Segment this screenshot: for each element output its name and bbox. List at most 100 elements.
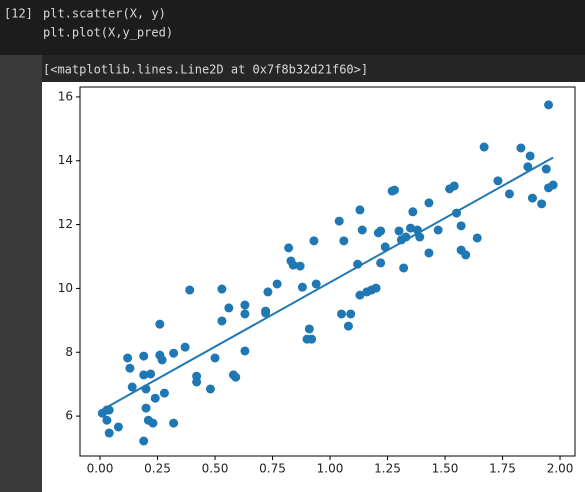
- scatter-point: [346, 309, 356, 319]
- scatter-point: [217, 316, 227, 326]
- x-tick-label: 1.00: [317, 462, 344, 476]
- scatter-point: [127, 382, 137, 392]
- scatter-point: [169, 348, 179, 358]
- scatter-point: [169, 418, 179, 428]
- scatter-point: [541, 164, 551, 174]
- scatter-point: [205, 384, 215, 394]
- scatter-point: [288, 260, 298, 270]
- scatter-point: [415, 232, 425, 242]
- scatter-point: [479, 142, 489, 152]
- scatter-point: [399, 263, 409, 273]
- y-tick-label: 6: [65, 409, 73, 423]
- scatter-point: [146, 369, 156, 379]
- scatter-point: [125, 363, 135, 373]
- scatter-point: [406, 223, 416, 233]
- scatter-point: [527, 193, 537, 203]
- scatter-point: [357, 225, 367, 235]
- scatter-point: [456, 221, 466, 231]
- scatter-point: [376, 226, 386, 236]
- scatter-point: [334, 216, 344, 226]
- scatter-point: [192, 377, 202, 387]
- scatter-point: [113, 422, 123, 432]
- scatter-point: [461, 250, 471, 260]
- scatter-point: [141, 403, 151, 413]
- x-tick-label: 1.75: [489, 462, 516, 476]
- scatter-point: [544, 100, 554, 110]
- scatter-point: [493, 176, 503, 186]
- scatter-point: [272, 279, 282, 289]
- scatter-point: [263, 287, 273, 297]
- scatter-point: [424, 248, 434, 258]
- y-tick-label: 16: [58, 89, 73, 103]
- code-line[interactable]: plt.scatter(X, y): [43, 7, 166, 21]
- x-tick-label: 1.50: [432, 462, 459, 476]
- y-tick-label: 10: [58, 281, 73, 295]
- scatter-point: [155, 319, 165, 329]
- scatter-point: [185, 285, 195, 295]
- x-tick-label: 1.25: [374, 462, 401, 476]
- scatter-point: [123, 353, 133, 363]
- scatter-point: [355, 205, 365, 215]
- scatter-point: [102, 415, 112, 425]
- plot: 0.00 0.25 0.50 0.75 1.00 1.25 1.50 1.75 2.00 6 8 10…: [58, 89, 574, 475]
- output-text: [<matplotlib.lines.Line2D at 0x7f8b32d21…: [43, 63, 368, 77]
- scatter-point: [104, 428, 114, 438]
- scatter-point: [525, 151, 535, 161]
- scatter-point: [159, 388, 169, 398]
- scatter-point: [339, 236, 349, 246]
- scatter-point: [304, 324, 314, 334]
- x-tick-label: 0.50: [202, 462, 229, 476]
- x-tick-label: 2.00: [547, 462, 574, 476]
- scatter-point: [139, 351, 149, 361]
- x-tick-label: 0.25: [144, 462, 171, 476]
- scatter-point: [343, 321, 353, 331]
- y-tick-label: 8: [65, 345, 73, 359]
- scatter-point: [217, 284, 227, 294]
- scatter-point: [472, 233, 482, 243]
- x-tick-label: 0.00: [87, 462, 114, 476]
- scatter-point: [389, 185, 399, 195]
- scatter-point: [309, 236, 319, 246]
- scatter-point: [284, 243, 294, 253]
- scatter-point: [231, 372, 241, 382]
- axes-frame: [79, 86, 576, 457]
- scatter-point: [337, 309, 347, 319]
- scatter-point: [394, 226, 404, 236]
- x-tick-label: 0.75: [259, 462, 286, 476]
- scatter-point: [433, 225, 443, 235]
- fit-line: [101, 156, 554, 411]
- scatter-point: [355, 290, 365, 300]
- scatter-point: [424, 198, 434, 208]
- scatter-point: [150, 393, 160, 403]
- y-tick-label: 12: [58, 217, 73, 231]
- scatter-point: [371, 283, 381, 293]
- output-gutter: [0, 55, 42, 492]
- scatter-point: [537, 199, 547, 209]
- scatter-point: [157, 355, 167, 365]
- scatter-point: [307, 334, 317, 344]
- scatter-point: [224, 303, 234, 313]
- scatter-point: [240, 309, 250, 319]
- scatter-point: [261, 306, 271, 316]
- scatter-point: [295, 261, 305, 271]
- scatter-point: [311, 279, 321, 289]
- cell-prompt: [12]: [4, 7, 33, 21]
- scatter-point: [240, 300, 250, 310]
- scatter-point: [210, 353, 220, 363]
- scatter-point: [408, 207, 418, 217]
- scatter-point: [504, 189, 514, 199]
- scatter-point: [139, 436, 149, 446]
- code-line[interactable]: plt.plot(X,y_pred): [43, 26, 173, 40]
- y-tick-label: 14: [58, 153, 73, 167]
- scatter-point: [548, 180, 558, 190]
- scatter-point: [297, 282, 307, 292]
- scatter-point: [449, 181, 459, 191]
- scatter-point: [240, 346, 250, 356]
- scatter-point: [148, 418, 158, 428]
- scatter-point: [376, 258, 386, 268]
- scatter-point: [523, 162, 533, 172]
- scatter-point: [139, 370, 149, 380]
- scatter-point: [180, 342, 190, 352]
